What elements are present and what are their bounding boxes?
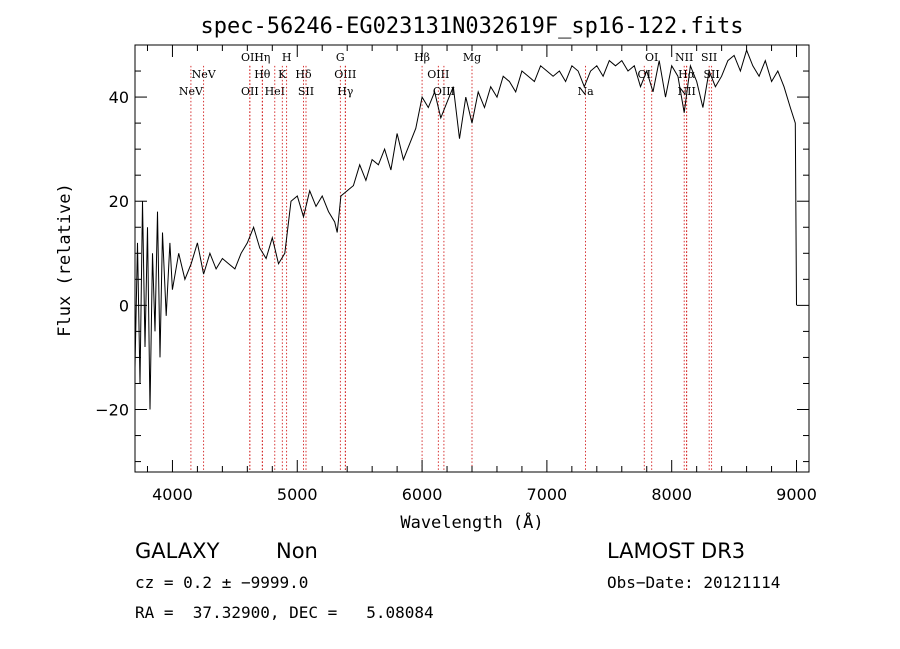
x-tick-label: 8000 bbox=[651, 485, 692, 504]
redshift-line: cz = 0.2 ± −9999.0 bbox=[135, 573, 309, 592]
chart-title: spec-56246-EG023131N032619F_sp16-122.fit… bbox=[200, 14, 743, 39]
line-label: OII bbox=[241, 51, 259, 64]
line-label: OIII bbox=[334, 68, 356, 81]
line-label: G bbox=[336, 51, 345, 64]
line-label: Na bbox=[577, 85, 594, 98]
series-line bbox=[134, 48, 797, 410]
line-label: Hη bbox=[254, 51, 270, 64]
obs-date: Obs−Date: 20121114 bbox=[607, 573, 781, 592]
line-label: H bbox=[282, 51, 292, 64]
x-tick-label: 9000 bbox=[776, 485, 817, 504]
y-tick-label: 0 bbox=[119, 296, 129, 315]
x-axis-label: Wavelength (Å) bbox=[400, 511, 543, 533]
line-label: NeV bbox=[179, 85, 204, 98]
line-label: NeV bbox=[192, 68, 217, 81]
line-label: SII bbox=[701, 51, 717, 64]
spectrum-series bbox=[134, 48, 797, 410]
y-tick-label: 20 bbox=[109, 192, 129, 211]
line-label: HeI bbox=[265, 85, 285, 98]
x-tick-label: 6000 bbox=[402, 485, 443, 504]
object-subclass: Non bbox=[276, 539, 318, 563]
line-label: SII bbox=[704, 68, 720, 81]
line-label: SII bbox=[298, 85, 314, 98]
line-label: OIII bbox=[427, 68, 449, 81]
x-tick-label: 4000 bbox=[152, 485, 193, 504]
line-label: Hθ bbox=[254, 68, 271, 81]
line-label: OIII bbox=[433, 85, 455, 98]
ra-dec-line: RA = 37.32900, DEC = 5.08084 bbox=[135, 603, 434, 622]
axis-ticks: 4000 5000 6000 7000 8000 9000 −20 0 20 40 bbox=[95, 45, 817, 504]
line-label: OI bbox=[645, 51, 658, 64]
survey-name: LAMOST DR3 bbox=[607, 539, 746, 563]
line-label: Hα bbox=[678, 68, 696, 81]
line-label: Mg bbox=[463, 51, 481, 64]
line-label: Hβ bbox=[414, 51, 430, 64]
x-tick-label: 5000 bbox=[277, 485, 318, 504]
y-tick-label: 40 bbox=[109, 88, 129, 107]
line-label: Hδ bbox=[295, 68, 312, 81]
line-label: Hγ bbox=[337, 85, 354, 98]
emission-line-markers: NeVNeVOIIOIIHηHθHeIKHHδSIIGOIIIHγHβOIIIO… bbox=[179, 51, 720, 472]
y-tick-label: −20 bbox=[95, 401, 129, 420]
line-label: K bbox=[278, 68, 287, 81]
x-tick-label: 7000 bbox=[527, 485, 568, 504]
line-label: NII bbox=[675, 51, 693, 64]
object-class: GALAXY bbox=[135, 539, 220, 563]
y-axis-label: Flux (relative) bbox=[55, 183, 75, 337]
line-label: OI bbox=[638, 68, 651, 81]
